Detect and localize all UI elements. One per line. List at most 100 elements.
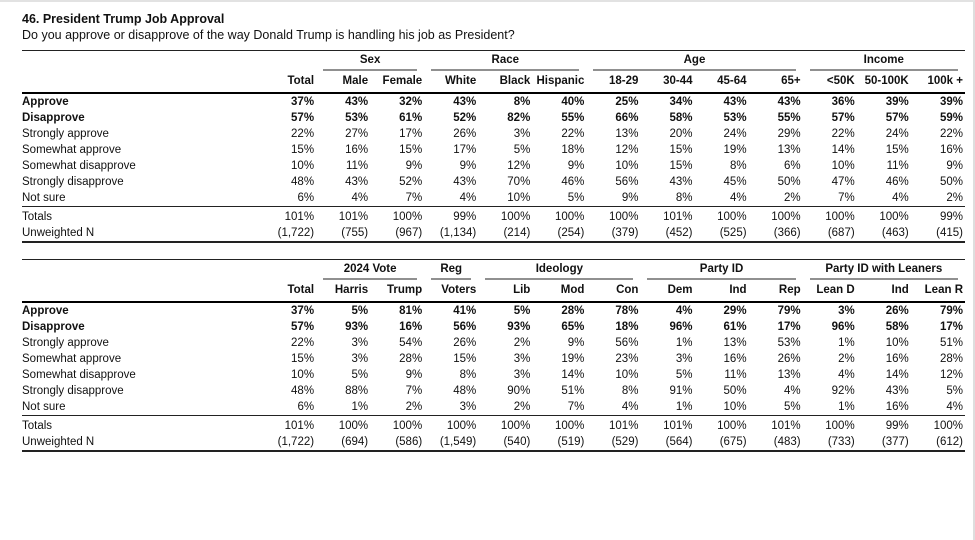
value-cell: 26% bbox=[885, 305, 909, 317]
value-cell: 10% bbox=[723, 401, 747, 413]
value-cell: 11% bbox=[724, 369, 747, 381]
value-cell: (529) bbox=[611, 436, 639, 448]
value-cell: 9% bbox=[459, 160, 477, 172]
table-foot: Totals 101% 101% 100% 99% 100% 100% 100% 101% 100… bbox=[22, 206, 965, 243]
column-header: 50-100K bbox=[856, 71, 911, 94]
value-cell: 70% bbox=[507, 176, 531, 188]
value-cell: 100% bbox=[694, 206, 749, 225]
row-label-header bbox=[22, 280, 262, 303]
value-cell: 100% bbox=[532, 206, 587, 225]
value-cell: 78% bbox=[615, 305, 639, 317]
value-cell: 57% bbox=[885, 112, 909, 124]
value-cell: 28% bbox=[561, 305, 585, 317]
value-cell: 51% bbox=[561, 385, 585, 397]
value-cell: 22% bbox=[291, 337, 315, 349]
value-cell: 2% bbox=[784, 192, 801, 204]
unweighted-n-row: Unweighted N (1,722) (755) (967) (1,134) (214… bbox=[22, 225, 965, 242]
value-cell: 5% bbox=[784, 401, 801, 413]
value-cell: 5% bbox=[351, 369, 369, 381]
question-text: Do you approve or disapprove of the way … bbox=[22, 28, 515, 42]
value-cell: 9% bbox=[405, 160, 423, 172]
value-cell: 22% bbox=[561, 128, 585, 140]
value-cell: 34% bbox=[669, 96, 693, 108]
value-cell: 10% bbox=[291, 160, 315, 172]
column-header: Total bbox=[262, 71, 317, 94]
column-header-row: Total Male Female White Black Hispanic 18-29 30… bbox=[22, 71, 965, 94]
value-cell: 7% bbox=[567, 401, 585, 413]
column-header-row: Total Harris Trump Voters Lib Mod Con Dem Ind Rep… bbox=[22, 280, 965, 303]
value-cell: 3% bbox=[351, 353, 369, 365]
table-row: Not sure 6% 4% 7% 4% 10% 5% 9% 8% 4% 2% 7% 4% 2% bbox=[22, 190, 965, 207]
value-cell: 16% bbox=[885, 401, 909, 413]
value-cell: 100% bbox=[478, 415, 533, 434]
value-cell: 8% bbox=[513, 96, 531, 108]
value-cell: 46% bbox=[561, 176, 585, 188]
value-cell: 18% bbox=[561, 144, 585, 156]
value-cell: 57% bbox=[291, 112, 315, 124]
column-header: Con bbox=[586, 280, 641, 303]
value-cell: 14% bbox=[561, 369, 585, 381]
value-cell: 100% bbox=[910, 415, 965, 434]
crosstab-table-politics: 2024 Vote Reg Ideology Party ID Party ID wit… bbox=[22, 259, 965, 452]
value-cell: (540) bbox=[503, 436, 531, 448]
value-cell: 4% bbox=[675, 305, 693, 317]
value-cell: 59% bbox=[939, 112, 963, 124]
value-cell: 79% bbox=[777, 305, 801, 317]
value-cell: 100% bbox=[478, 206, 533, 225]
row-label: Somewhat disapprove bbox=[22, 369, 136, 381]
table-body: Approve 37% 5% 81% 41% 5% 28% 78% 4% 29% 79% 3% 26% 7… bbox=[22, 302, 965, 416]
row-label: Approve bbox=[22, 305, 69, 317]
value-cell: 3% bbox=[838, 305, 855, 317]
value-cell: 3% bbox=[513, 369, 531, 381]
value-cell: 25% bbox=[615, 96, 639, 108]
value-cell: 18% bbox=[615, 321, 639, 333]
table-row: Approve 37% 43% 32% 43% 8% 40% 25% 34% 43% 43% 36% 3… bbox=[22, 93, 965, 110]
value-cell: 10% bbox=[291, 369, 315, 381]
value-cell: 55% bbox=[777, 112, 801, 124]
value-cell: 1% bbox=[675, 401, 693, 413]
group-header-cell: Ideology bbox=[478, 260, 640, 280]
table-foot: Totals 101% 100% 100% 100% 100% 100% 101% 101% 10… bbox=[22, 415, 965, 452]
value-cell: 7% bbox=[405, 385, 423, 397]
value-cell: 22% bbox=[831, 128, 855, 140]
value-cell: 37% bbox=[291, 305, 315, 317]
table-row: Strongly approve 22% 3% 54% 26% 2% 9% 56% 1% 13% 5… bbox=[22, 335, 965, 351]
value-cell: (564) bbox=[665, 436, 693, 448]
value-cell: 7% bbox=[838, 192, 855, 204]
value-cell: 99% bbox=[910, 206, 965, 225]
value-cell: 56% bbox=[453, 321, 477, 333]
value-cell: (687) bbox=[827, 227, 855, 239]
value-cell: 2% bbox=[946, 192, 963, 204]
group-header-label: Age bbox=[593, 54, 796, 71]
value-cell: 3% bbox=[351, 337, 369, 349]
crosstab-table: Sex Race Age Income Total Male Female White Blac… bbox=[22, 50, 965, 243]
value-cell: 2% bbox=[838, 353, 855, 365]
value-cell: 1% bbox=[675, 337, 693, 349]
value-cell: 12% bbox=[615, 144, 639, 156]
value-cell: 4% bbox=[946, 401, 963, 413]
value-cell: 37% bbox=[291, 96, 315, 108]
value-cell: 88% bbox=[345, 385, 369, 397]
value-cell: 15% bbox=[291, 144, 315, 156]
value-cell: 23% bbox=[615, 353, 639, 365]
value-cell: 43% bbox=[453, 96, 477, 108]
row-label: Totals bbox=[22, 206, 262, 225]
value-cell: 26% bbox=[453, 128, 477, 140]
value-cell: 4% bbox=[838, 369, 855, 381]
value-cell: 57% bbox=[831, 112, 855, 124]
value-cell: 40% bbox=[561, 96, 585, 108]
table-row: Disapprove 57% 93% 16% 56% 93% 65% 18% 96% 61% 17%… bbox=[22, 319, 965, 335]
row-label: Strongly disapprove bbox=[22, 385, 124, 397]
value-cell: (525) bbox=[719, 227, 747, 239]
value-cell: 101% bbox=[316, 206, 371, 225]
value-cell: 3% bbox=[459, 401, 477, 413]
value-cell: 43% bbox=[453, 176, 477, 188]
value-cell: 6% bbox=[297, 401, 315, 413]
table-row: Not sure 6% 1% 2% 3% 2% 7% 4% 1% 10% 5% 1% 16% 4% bbox=[22, 399, 965, 416]
value-cell: 82% bbox=[507, 112, 531, 124]
table-head: Sex Race Age Income Total Male Female White Blac… bbox=[22, 51, 965, 94]
value-cell: (1,722) bbox=[277, 227, 315, 239]
value-cell: 99% bbox=[856, 415, 911, 434]
column-header: 45-64 bbox=[694, 71, 749, 94]
value-cell: 5% bbox=[351, 305, 369, 317]
